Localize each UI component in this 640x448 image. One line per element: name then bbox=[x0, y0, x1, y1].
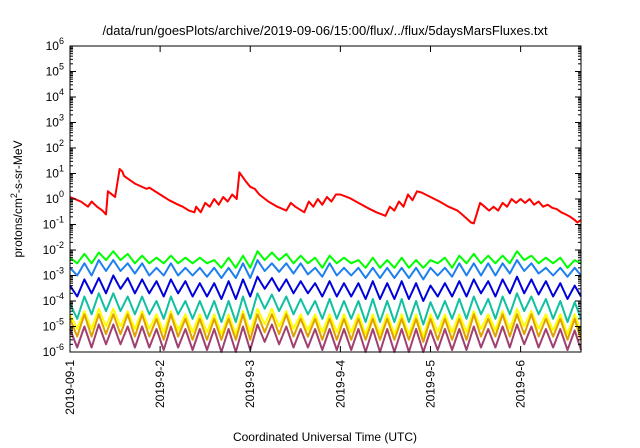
y-axis: 10-6 10-5 10-4 10-3 10-2 10-1 100 101 102 103 104 1… bbox=[43, 36, 581, 359]
series-line-3 bbox=[69, 259, 582, 281]
y-tick-label: 106 bbox=[46, 36, 64, 53]
x-tick-label: 2019-09-1 bbox=[63, 360, 77, 415]
plot-series bbox=[69, 168, 582, 353]
x-axis-label: Coordinated Universal Time (UTC) bbox=[233, 430, 417, 444]
series-line-6 bbox=[69, 307, 582, 338]
y-tick-label: 102 bbox=[46, 138, 64, 155]
chart-title: /data/run/goesPlots/archive/2019-09-06/1… bbox=[102, 23, 548, 38]
x-tick-label: 2019-9-4 bbox=[333, 360, 347, 408]
y-tick-label: 10-3 bbox=[43, 266, 64, 283]
y-tick-label: 105 bbox=[46, 62, 64, 79]
y-tick-label: 10-4 bbox=[43, 291, 64, 308]
series-line-4 bbox=[69, 274, 582, 302]
y-tick-label: 10-2 bbox=[43, 240, 64, 257]
y-tick-label: 101 bbox=[46, 164, 64, 181]
y-axis-label-superscript: 2 bbox=[9, 193, 19, 198]
y-tick-label: 104 bbox=[46, 87, 64, 104]
x-axis: 2019-09-1 2019-9-2 2019-9-3 2019-9-4 2019-9-… bbox=[63, 46, 528, 415]
y-tick-label: 100 bbox=[46, 189, 64, 206]
y-tick-label: 10-5 bbox=[43, 317, 64, 334]
x-tick-label: 2019-9-2 bbox=[153, 360, 167, 408]
y-tick-label: 10-1 bbox=[43, 215, 64, 232]
y-tick-label: 103 bbox=[46, 113, 64, 130]
y-tick-label: 10-6 bbox=[43, 342, 64, 359]
series-line-8 bbox=[69, 323, 582, 353]
y-axis-label-part-1: protons/cm bbox=[11, 198, 25, 257]
series-line-7 bbox=[69, 313, 582, 343]
series-line-5 bbox=[69, 292, 582, 326]
y-axis-label-part-2: -s-sr-MeV bbox=[11, 140, 25, 193]
series-line-2 bbox=[69, 250, 582, 269]
series-line-1 bbox=[69, 168, 582, 225]
x-tick-label: 2019-9-3 bbox=[243, 360, 257, 408]
y-axis-label: protons/cm2-s-sr-MeV bbox=[9, 140, 25, 257]
x-tick-label: 2019-9-6 bbox=[514, 360, 528, 408]
x-tick-label: 2019-9-5 bbox=[423, 360, 437, 408]
